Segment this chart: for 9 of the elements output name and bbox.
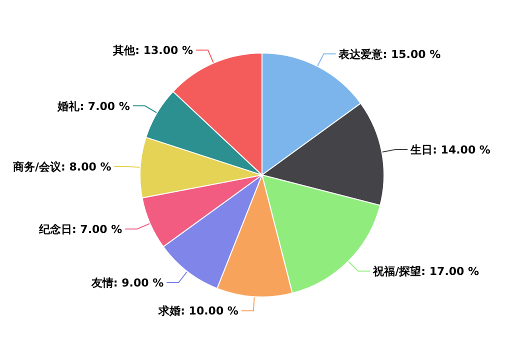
slice-label: 祝福/探望: 17.00 % <box>372 265 480 278</box>
slice-label: 婚礼: 7.00 % <box>56 100 130 113</box>
slice-label: 纪念日: 7.00 % <box>38 223 122 236</box>
slice-label: 商务/会议: 8.00 % <box>12 160 112 174</box>
slice-label: 生日: 14.00 % <box>410 144 490 157</box>
slice-label: 其他: 13.00 % <box>112 44 193 58</box>
slice-label: 求婚: 10.00 % <box>158 304 238 318</box>
slice-label: 表达爱意: 15.00 % <box>338 48 441 61</box>
slice-label: 友情: 9.00 % <box>90 276 164 290</box>
